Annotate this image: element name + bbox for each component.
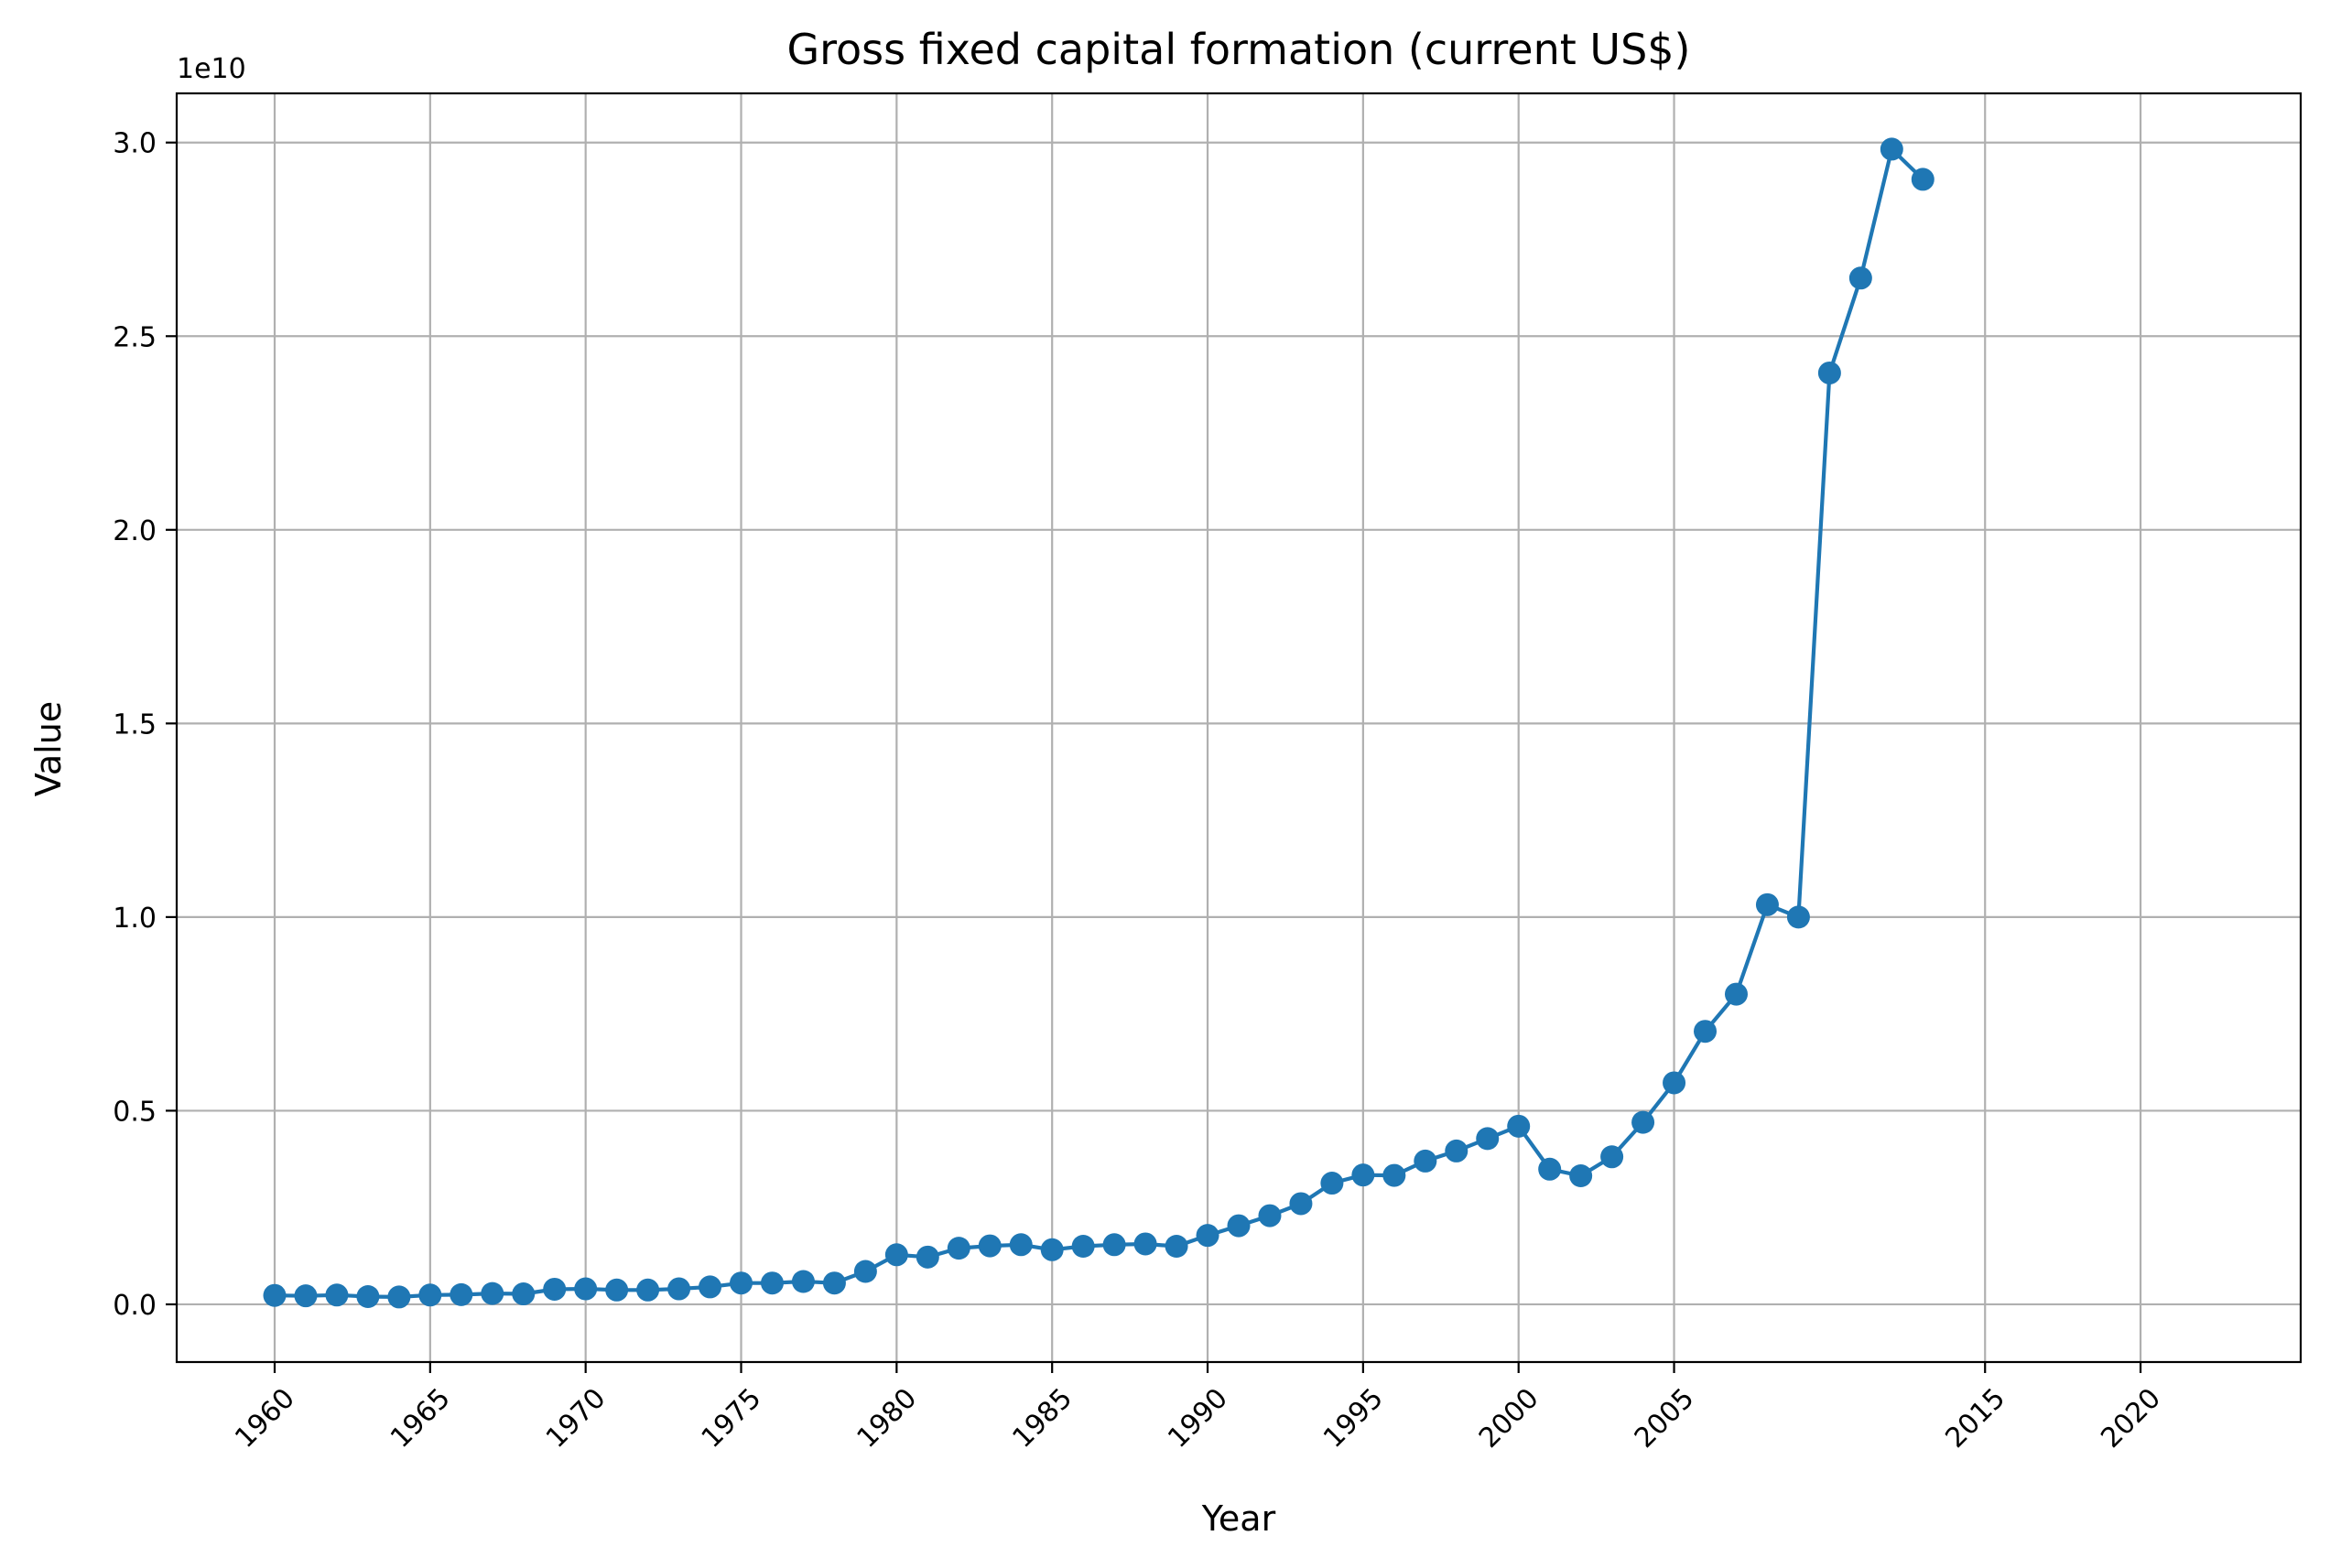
y-axis-ticks: 0.0 0.5 1.0 1.5 2.0 2.5 3.0 <box>113 128 177 1322</box>
data-point-marker <box>294 1284 318 1308</box>
x-tick-label: 2020 <box>2095 1382 2167 1454</box>
data-point-marker <box>1227 1214 1251 1238</box>
y-tick-label: 1.0 <box>113 903 157 935</box>
data-point-marker <box>450 1282 473 1306</box>
data-point-marker <box>1631 1110 1655 1134</box>
data-point-marker <box>1258 1204 1282 1227</box>
data-point-marker <box>853 1260 877 1283</box>
data-point-marker <box>1040 1238 1064 1261</box>
data-point-marker <box>1880 137 1903 161</box>
data-point-marker <box>730 1271 753 1295</box>
y-axis-label: Value <box>28 701 69 796</box>
data-point-marker <box>1071 1235 1095 1258</box>
data-point-marker <box>512 1282 536 1306</box>
data-point-marker <box>1476 1127 1500 1151</box>
data-point-marker <box>1817 361 1841 384</box>
y-tick-label: 2.0 <box>113 515 157 547</box>
data-point-marker <box>1538 1157 1562 1181</box>
y-tick-label: 2.5 <box>113 321 157 353</box>
data-point-marker <box>1663 1071 1686 1095</box>
data-point-marker <box>1196 1224 1219 1248</box>
data-point-marker <box>1102 1233 1126 1257</box>
y-tick-label: 3.0 <box>113 128 157 160</box>
data-point-marker <box>387 1285 411 1309</box>
data-point-marker <box>699 1275 722 1299</box>
data-point-marker <box>605 1278 629 1302</box>
data-point-marker <box>543 1277 567 1301</box>
x-tick-label: 2005 <box>1629 1382 1701 1454</box>
data-point-marker <box>1786 905 1810 929</box>
axes-frame <box>175 92 2303 1364</box>
data-point-marker <box>1009 1233 1033 1257</box>
chart-title: Gross fixed capital formation (current U… <box>786 25 1690 74</box>
x-tick-label: 1960 <box>229 1382 301 1454</box>
data-point-marker <box>325 1283 349 1307</box>
data-point-marker <box>1569 1164 1593 1187</box>
data-point-marker <box>1755 892 1779 916</box>
data-point-marker <box>1133 1232 1157 1256</box>
y-tick-label: 0.0 <box>113 1290 157 1322</box>
data-point-marker <box>1445 1139 1468 1162</box>
data-point-marker <box>1289 1192 1313 1216</box>
data-point-marker <box>978 1234 1002 1258</box>
data-point-marker <box>574 1277 598 1301</box>
data-point-marker <box>1165 1235 1188 1258</box>
y-tick-label: 1.5 <box>113 708 157 741</box>
data-point-marker <box>822 1271 846 1295</box>
x-tick-label: 1985 <box>1006 1382 1078 1454</box>
x-tick-label: 1995 <box>1317 1382 1390 1454</box>
data-point-marker <box>263 1283 287 1307</box>
data-point-marker <box>1848 266 1872 290</box>
y-tick-label: 0.5 <box>113 1096 157 1128</box>
data-point-marker <box>760 1271 784 1295</box>
data-point-marker <box>791 1270 815 1293</box>
y-axis-offset-text: 1e10 <box>177 53 246 85</box>
grid-lines <box>177 93 2301 1362</box>
x-tick-label: 2000 <box>1473 1382 1545 1454</box>
data-point-marker <box>1507 1114 1531 1138</box>
x-axis-ticks: 1960 1965 1970 1975 1980 1985 1990 1995 2000 2005… <box>229 1362 2167 1454</box>
data-point-marker <box>1724 982 1748 1006</box>
data-point-marker <box>1414 1149 1437 1173</box>
x-tick-label: 1965 <box>385 1382 457 1454</box>
data-point-marker <box>1320 1172 1344 1195</box>
data-point-marker <box>884 1243 908 1267</box>
data-point-marker <box>947 1237 970 1260</box>
data-point-marker <box>1911 168 1934 191</box>
data-point-marker <box>667 1277 691 1301</box>
data-point-marker <box>481 1281 504 1305</box>
data-point-marker <box>1600 1145 1624 1169</box>
x-tick-label: 1975 <box>696 1382 768 1454</box>
x-tick-label: 1990 <box>1162 1382 1234 1454</box>
data-point-marker <box>418 1283 442 1307</box>
data-point-marker <box>1351 1163 1375 1187</box>
x-tick-label: 1980 <box>851 1382 924 1454</box>
data-point-marker <box>916 1245 939 1269</box>
data-point-marker <box>356 1285 380 1308</box>
data-point-marker <box>1694 1020 1718 1044</box>
x-tick-label: 1970 <box>540 1382 612 1454</box>
data-point-marker <box>1382 1163 1406 1187</box>
x-axis-label: Year <box>1201 1498 1276 1539</box>
x-tick-label: 2015 <box>1939 1382 2011 1454</box>
data-series <box>263 137 1934 1309</box>
data-point-marker <box>636 1278 660 1302</box>
